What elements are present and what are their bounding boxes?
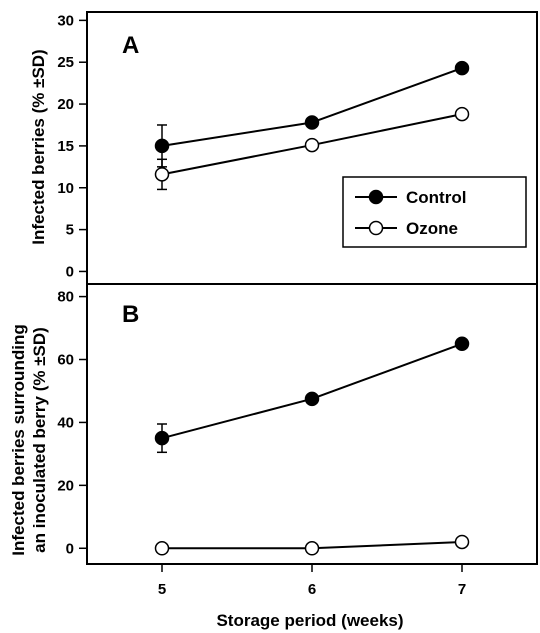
panel-b-control-line (161, 397, 313, 440)
panel-a-y-tick-label: 15 (57, 138, 74, 155)
panel-b-y-tick-label: 80 (57, 289, 74, 306)
panel-a-label: A (122, 32, 139, 59)
panel-a-series (154, 60, 470, 191)
panel-a-y-tick-label: 20 (57, 96, 74, 113)
panel-b-ozone-point (154, 541, 170, 556)
panel-a-control-line (161, 121, 313, 147)
legend-ozone-label: Ozone (406, 219, 458, 238)
x-axis: 5 6 7 (158, 564, 466, 598)
panel-a-y-tick-label: 5 (66, 222, 74, 239)
panel-a-control-line (311, 67, 463, 124)
panel-a-y-axis-title: Infected berries (% ±SD) (29, 49, 48, 244)
legend-ozone-marker (368, 220, 384, 236)
x-axis-title: Storage period (weeks) (216, 611, 403, 630)
panel-a-control-point (454, 60, 470, 76)
panel-a-y-tick-label: 0 (66, 263, 74, 280)
panel-a-y-tick-label: 10 (57, 180, 74, 197)
panel-b-y-axis-title-line2: an inoculated berry (% ±SD) (30, 327, 49, 553)
panel-a: A 0 5 10 15 20 25 30 Control Ozone Infected be… (29, 11, 538, 285)
panel-a-control-point (154, 138, 170, 154)
panel-a-ozone-line (311, 113, 463, 147)
x-tick-label: 5 (158, 581, 166, 598)
panel-a-ozone-point (454, 106, 470, 122)
panel-b-y-tick-label: 0 (66, 540, 74, 557)
panel-b-ozone-line (311, 540, 463, 550)
panel-b-control-point (304, 391, 320, 407)
panel-b-ozone-point (454, 534, 470, 550)
panel-b-y-tick-label: 60 (57, 352, 74, 369)
panel-a-y-tick-label: 30 (57, 12, 74, 29)
panel-a-ozone-line (161, 144, 313, 176)
panel-a-ozone-point (304, 137, 320, 153)
legend: Control Ozone (342, 176, 527, 248)
panel-b: B 0 20 40 60 80 5 6 7 Infected berries surroun… (9, 283, 538, 630)
panel-b-y-tick-label: 20 (57, 477, 74, 494)
panel-b-control-point (154, 430, 170, 446)
panel-a-ozone-point (154, 167, 170, 182)
panel-b-y-axis-title-line1: Infected berries surrounding (9, 324, 28, 555)
x-tick-label: 6 (308, 581, 316, 598)
legend-box (342, 176, 527, 248)
panel-a-control-point (304, 115, 320, 130)
panel-b-frame (86, 283, 538, 565)
panel-b-series (154, 336, 470, 556)
panel-a-y-tick-label: 25 (57, 54, 74, 71)
x-tick-label: 7 (458, 581, 466, 598)
panel-b-control-line (311, 342, 463, 400)
panel-b-label: B (122, 301, 139, 328)
panel-b-y-tick-label: 40 (57, 414, 74, 431)
panel-b-control-point (454, 336, 470, 352)
panel-a-y-axis: 0 5 10 15 20 25 30 (57, 12, 87, 280)
panel-b-y-axis: 0 20 40 60 80 (57, 289, 87, 557)
panel-b-ozone-point (304, 541, 320, 556)
legend-control-label: Control (406, 188, 466, 207)
legend-control-marker (368, 189, 384, 205)
